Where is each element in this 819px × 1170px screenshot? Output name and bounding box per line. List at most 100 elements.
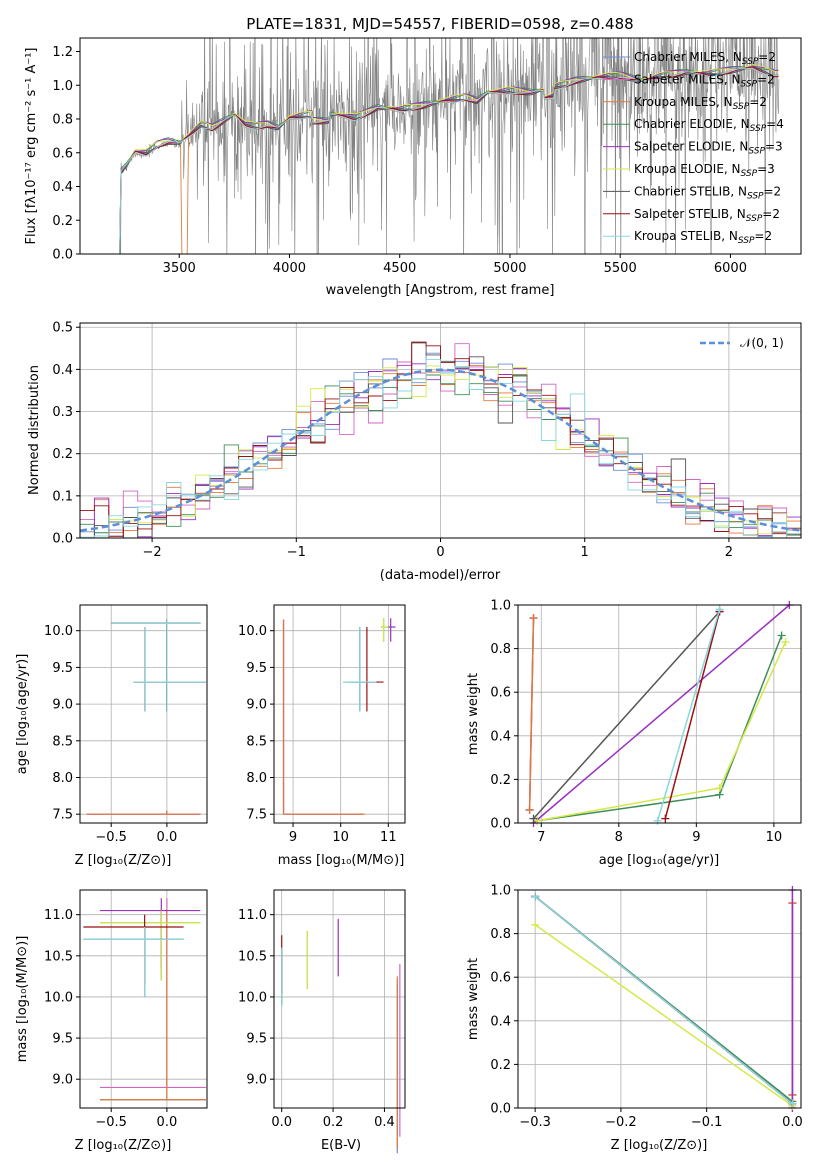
residual-xtick-label-4: 2 — [725, 545, 733, 560]
ageM-xtick-label-0: 9 — [289, 830, 297, 845]
spectrum-plot-area — [119, 38, 780, 254]
ageM-xtick-label-2: 11 — [380, 830, 397, 845]
wAge-line-salpeter_stelib — [664, 611, 721, 819]
mE-ytick-label-4: 11.0 — [238, 908, 267, 923]
ageM-ytick-label-4: 9.5 — [246, 661, 267, 676]
wZ-marker-kroupa_elodie-0 — [531, 920, 540, 929]
ageZ-ylabel: age [log₁₀(age/yr)] — [15, 654, 30, 775]
spectrum-xtick-label-4: 5500 — [604, 261, 637, 276]
mE-frame — [273, 889, 406, 1109]
residual-ytick-label-0: 0.0 — [52, 532, 73, 547]
wZ-xtick-label-2: −0.1 — [691, 1115, 723, 1130]
mZ-xtick-label-1: 0.0 — [157, 1115, 178, 1130]
wAge-marker-kroupa_miles-0 — [525, 805, 534, 814]
wZ-line-kroupa_elodie — [534, 924, 793, 1107]
mZ-ytick-label-3: 10.5 — [44, 949, 73, 964]
gaussian-reference-curve — [80, 368, 801, 532]
residual-ytick-label-5: 0.5 — [52, 321, 73, 336]
wZ-marker-kroupa_stelib-0 — [531, 892, 540, 901]
residual-ytick-label-4: 0.4 — [52, 363, 73, 378]
model-spectrum-kroupa_stelib — [119, 67, 779, 254]
residual-xtick-label-2: 0 — [436, 545, 444, 560]
residual-frame — [79, 322, 802, 539]
wZ-xtick-label-0: −0.3 — [519, 1115, 551, 1130]
wAge-marker-kroupa_elodie-2 — [781, 638, 790, 647]
ageZ-ytick-label-2: 8.5 — [52, 734, 73, 749]
ageM-ytick-label-5: 10.0 — [238, 624, 267, 639]
wAge-xtick-label-0: 7 — [537, 830, 545, 845]
residual-histogram-kroupa_stelib — [80, 359, 801, 538]
wAge-frame — [517, 604, 802, 824]
mE-ytick-label-0: 9.0 — [246, 1073, 267, 1088]
wAge-line-chabrier_elodie — [537, 635, 783, 822]
spectrum-ytick-label-1: 0.2 — [52, 214, 73, 229]
mZ-ytick-label-1: 9.5 — [52, 1032, 73, 1047]
mZ-xtick-label-0: −0.5 — [95, 1115, 127, 1130]
spectrum-xtick-label-1: 4000 — [273, 261, 306, 276]
spectrum-ytick-label-6: 1.2 — [52, 45, 73, 60]
massweight-vs-metallicity-panel: −0.3 −0.2 −0.1 0.0 0.0 0.2 0.4 0.6 0.8 1.0 — [490, 884, 802, 1131]
ageZ-xlabel: Z [log₁₀(Z/Z⊙)] — [75, 853, 172, 868]
wAge-marker-chabrier_elodie-2 — [777, 631, 786, 640]
spectrum-ytick-label-4: 0.8 — [52, 113, 73, 128]
legend-label-chabrier_stelib: Chabrier STELIB, NSSP=2 — [634, 184, 781, 201]
legend-label-kroupa_stelib: Kroupa STELIB, NSSP=2 — [634, 229, 772, 246]
wAge-ytick-label-0: 0.0 — [490, 817, 511, 832]
mZ-frame — [79, 889, 208, 1109]
mZ-ytick-label-2: 10.0 — [44, 990, 73, 1005]
mE-ytick-label-1: 9.5 — [246, 1032, 267, 1047]
spectrum-xtick-label-5: 6000 — [714, 261, 747, 276]
legend-label-salpeter_elodie: Salpeter ELODIE, NSSP=3 — [634, 140, 783, 157]
ageZ-frame — [79, 604, 208, 824]
wAge-ytick-label-1: 0.2 — [490, 773, 511, 788]
legend-label-salpeter_miles: Salpeter MILES, NSSP=2 — [634, 72, 775, 89]
wAge-line-chabrier_stelib — [532, 610, 721, 820]
wAge-ytick-label-4: 0.8 — [490, 642, 511, 657]
mZ-ytick-label-4: 11.0 — [44, 908, 73, 923]
wAge-ytick-label-5: 1.0 — [490, 599, 511, 614]
wAge-ytick-label-2: 0.4 — [490, 729, 511, 744]
wAge-xtick-label-2: 9 — [692, 830, 700, 845]
residual-ytick-label-3: 0.3 — [52, 405, 73, 420]
wZ-frame — [517, 889, 802, 1109]
spectrum-legend: Chabrier MILES, NSSP=2 Salpeter MILES, NS… — [603, 50, 784, 246]
age-vs-metallicity-panel: −0.5 0.0 7.5 8.0 8.5 9.0 9.5 10.0 — [44, 604, 208, 845]
residual-xtick-label-3: 1 — [581, 545, 589, 560]
observed-spectrum-line — [119, 38, 780, 254]
age-vs-mass-panel: 9 10 11 7.5 8.0 8.5 9.0 9.5 10.0 — [238, 604, 406, 845]
wZ-marker-kroupa_stelib-1 — [788, 1099, 797, 1108]
spectrum-ytick-label-5: 1.0 — [52, 79, 73, 94]
spectrum-frame — [79, 37, 802, 255]
ageM-frame — [273, 604, 406, 824]
ageZ-ytick-label-5: 10.0 — [44, 624, 73, 639]
spectrum-ytick-label-3: 0.6 — [52, 146, 73, 161]
wAge-marker-kroupa_stelib-0 — [653, 816, 662, 825]
ageM-ytick-label-1: 8.0 — [246, 771, 267, 786]
spectrum-xtick-label-3: 5000 — [493, 261, 526, 276]
wZ-ytick-label-1: 0.2 — [490, 1058, 511, 1073]
mE-xtick-label-2: 0.4 — [374, 1115, 395, 1130]
spectrum-title: PLATE=1831, MJD=54557, FIBERID=0598, z=0… — [246, 15, 633, 33]
wAge-marker-kroupa_elodie-1 — [715, 784, 724, 793]
residual-histogram-panel: −2 −1 0 1 2 0.0 0.1 0.2 0.3 0.4 0.5 — [52, 321, 802, 560]
residual-xtick-label-1: −1 — [287, 545, 306, 560]
wZ-ytick-label-2: 0.4 — [490, 1014, 511, 1029]
wZ-ytick-label-0: 0.0 — [490, 1102, 511, 1117]
wAge-line-salpeter_elodie — [533, 604, 790, 824]
wAge-marker-salpeter_stelib-0 — [661, 814, 670, 823]
mass-vs-metallicity-panel: −0.5 0.0 9.0 9.5 10.0 10.5 11.0 — [44, 889, 208, 1130]
residual-plot-area — [80, 341, 801, 538]
wAge-line-kroupa_miles — [528, 618, 535, 810]
legend-label-salpeter_stelib: Salpeter STELIB, NSSP=2 — [634, 207, 780, 224]
wZ-xlabel: Z [log₁₀(Z/Z⊙)] — [611, 1138, 708, 1153]
ageZ-ytick-label-1: 8.0 — [52, 771, 73, 786]
spectrum-ytick-label-0: 0.0 — [52, 248, 73, 263]
residual-legend: 𝒩(0, 1) — [700, 336, 784, 350]
spectrum-panel: 3500 4000 4500 5000 5500 6000 0.0 0.2 0.4 0.6 0.8 1… — [52, 37, 802, 276]
ageZ-ytick-label-3: 9.0 — [52, 698, 73, 713]
spectrum-xlabel: wavelength [Angstrom, rest frame] — [326, 283, 555, 298]
wAge-xtick-label-3: 10 — [766, 830, 783, 845]
gauss-legend-label: 𝒩(0, 1) — [740, 336, 784, 350]
mZ-ylabel: mass [log₁₀(M/M⊙)] — [15, 936, 30, 1063]
